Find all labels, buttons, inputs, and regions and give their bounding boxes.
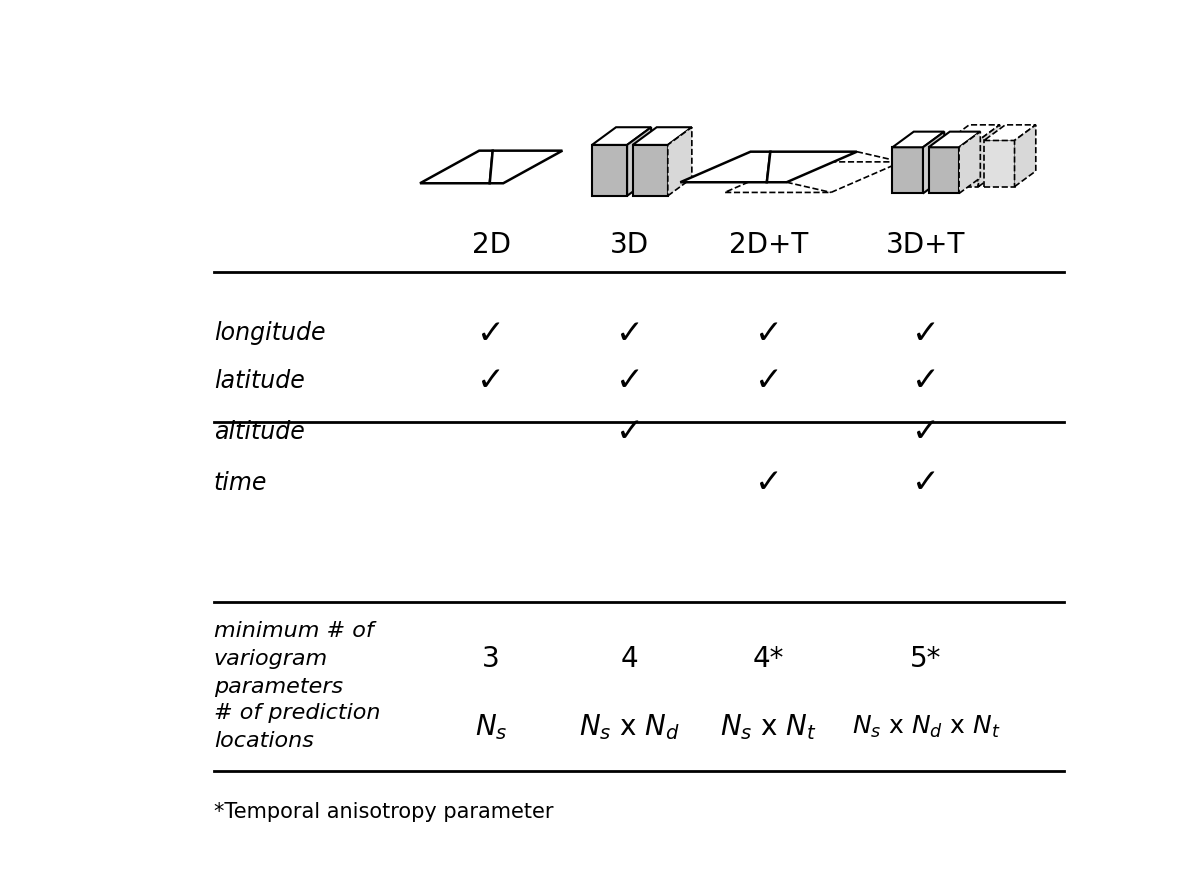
Polygon shape (892, 131, 945, 147)
Polygon shape (923, 131, 945, 193)
Text: 3D+T: 3D+T (886, 231, 965, 259)
Text: 5*: 5* (910, 646, 941, 673)
Text: # of prediction
locations: # of prediction locations (214, 703, 381, 751)
Polygon shape (1014, 125, 1036, 187)
Polygon shape (628, 127, 651, 196)
Text: ✓: ✓ (911, 364, 940, 398)
Text: 4*: 4* (753, 646, 784, 673)
Polygon shape (724, 162, 901, 192)
Text: 2D+T: 2D+T (729, 231, 808, 259)
Polygon shape (592, 127, 651, 145)
Text: ✓: ✓ (755, 467, 783, 499)
Polygon shape (420, 151, 493, 183)
Text: minimum # of
variogram
parameters: minimum # of variogram parameters (214, 621, 373, 698)
Text: longitude: longitude (214, 321, 326, 346)
Text: *Temporal anisotropy parameter: *Temporal anisotropy parameter (214, 802, 554, 822)
Text: time: time (214, 471, 267, 495)
Text: ✓: ✓ (911, 467, 940, 499)
Text: ✓: ✓ (616, 415, 644, 448)
Polygon shape (490, 151, 562, 183)
Polygon shape (959, 131, 981, 193)
Text: $N_s$ x $N_t$: $N_s$ x $N_t$ (721, 713, 817, 742)
Polygon shape (668, 127, 692, 196)
Polygon shape (978, 125, 1000, 187)
Text: ✓: ✓ (755, 364, 783, 398)
Polygon shape (984, 140, 1014, 187)
Text: ✓: ✓ (755, 317, 783, 350)
Polygon shape (984, 125, 1036, 140)
Text: 3: 3 (482, 646, 500, 673)
Polygon shape (928, 131, 981, 147)
Text: altitude: altitude (214, 420, 304, 444)
Text: ✓: ✓ (911, 415, 940, 448)
Polygon shape (767, 152, 857, 183)
Text: ✓: ✓ (911, 317, 940, 350)
Text: ✓: ✓ (477, 317, 505, 350)
Polygon shape (928, 147, 959, 193)
Polygon shape (680, 152, 771, 183)
Text: $N_s$ x $N_d$: $N_s$ x $N_d$ (580, 713, 680, 742)
Polygon shape (592, 145, 628, 196)
Polygon shape (632, 145, 668, 196)
Text: ✓: ✓ (616, 364, 644, 398)
Text: ✓: ✓ (477, 364, 505, 398)
Polygon shape (892, 147, 923, 193)
Polygon shape (632, 127, 692, 145)
Text: $N_s$: $N_s$ (475, 713, 507, 742)
Text: 3D: 3D (611, 231, 649, 259)
Polygon shape (948, 140, 978, 187)
Text: $N_s$ x $N_d$ x $N_t$: $N_s$ x $N_d$ x $N_t$ (852, 714, 1000, 740)
Polygon shape (948, 125, 1000, 140)
Text: latitude: latitude (214, 369, 304, 392)
Text: 4: 4 (622, 646, 638, 673)
Text: 2D: 2D (471, 231, 511, 259)
Text: ✓: ✓ (616, 317, 644, 350)
